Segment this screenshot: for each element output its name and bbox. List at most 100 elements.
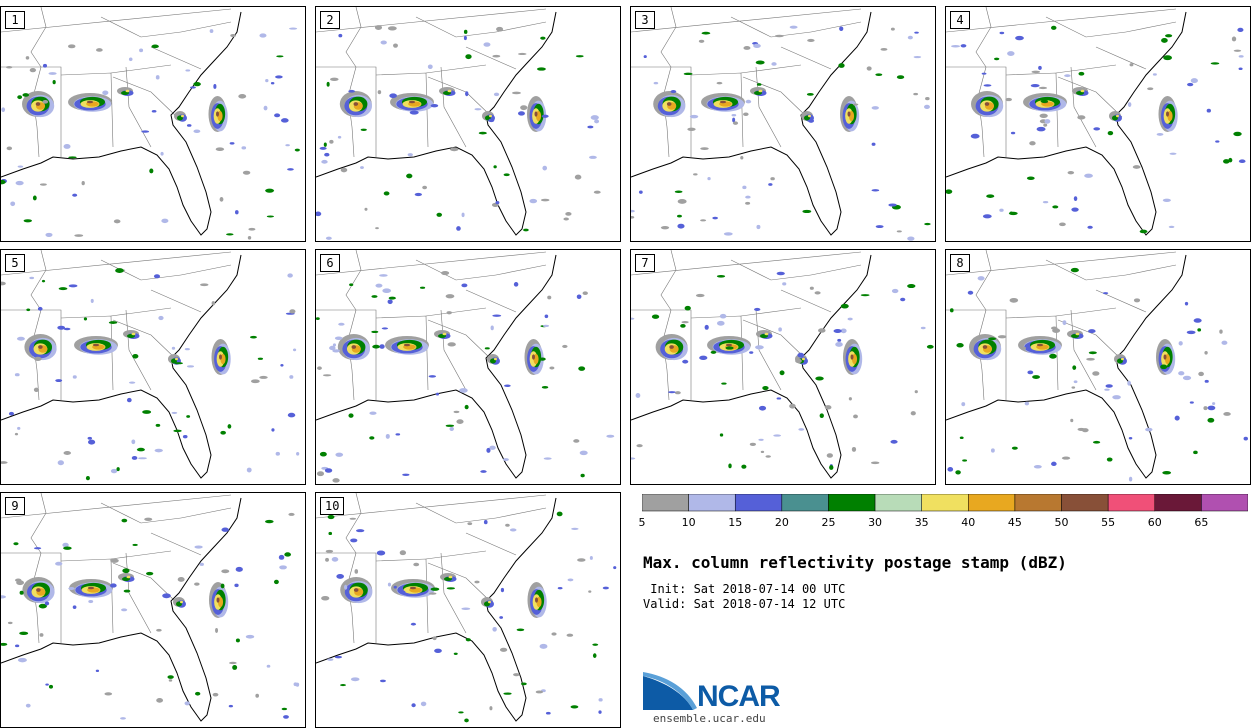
scattered-echo xyxy=(838,63,845,68)
scattered-echo xyxy=(325,557,329,562)
storm-echo xyxy=(1163,354,1167,360)
scattered-echo xyxy=(1026,176,1035,180)
scattered-echo xyxy=(446,311,452,315)
scattered-echo xyxy=(1193,318,1202,323)
scattered-echo xyxy=(488,118,495,123)
state-border xyxy=(100,16,182,38)
storm-field xyxy=(631,271,934,470)
scattered-echo xyxy=(1070,267,1079,273)
colorbar-segment xyxy=(1154,494,1202,512)
state-border xyxy=(180,507,232,519)
scattered-echo xyxy=(635,393,641,398)
state-border xyxy=(975,7,992,158)
scattered-echo xyxy=(317,366,322,370)
scattered-echo xyxy=(456,226,461,231)
scattered-echo xyxy=(42,99,49,104)
scattered-echo xyxy=(680,323,686,328)
scattered-echo xyxy=(215,627,219,633)
storm-echo xyxy=(847,111,851,117)
scattered-echo xyxy=(484,347,490,350)
scattered-echo xyxy=(1061,456,1071,460)
scattered-echo xyxy=(851,446,857,452)
scattered-echo xyxy=(186,124,192,127)
scattered-echo xyxy=(740,155,744,160)
scattered-echo xyxy=(951,44,961,48)
state-border xyxy=(1,309,62,400)
scattered-echo xyxy=(924,104,930,109)
storm-echo xyxy=(86,100,94,104)
reflectivity-map xyxy=(631,250,934,479)
scattered-echo xyxy=(946,189,953,194)
scattered-echo xyxy=(1156,133,1164,136)
scattered-echo xyxy=(970,133,980,139)
scattered-echo xyxy=(284,552,292,557)
scattered-echo xyxy=(1092,440,1101,444)
scattered-echo xyxy=(571,527,579,530)
storm-echo xyxy=(175,357,178,361)
scattered-echo xyxy=(643,55,647,59)
scattered-echo xyxy=(562,344,568,349)
scattered-echo xyxy=(387,582,391,587)
scattered-echo xyxy=(1077,427,1086,431)
scattered-echo xyxy=(15,180,24,186)
postage-stamp-panel: 10 xyxy=(315,492,621,728)
scattered-echo xyxy=(332,478,340,483)
scattered-echo xyxy=(1238,67,1243,71)
reflectivity-map xyxy=(946,7,1246,236)
scattered-echo xyxy=(171,346,176,350)
scattered-echo xyxy=(283,715,289,719)
scattered-echo xyxy=(544,314,549,319)
scattered-echo xyxy=(128,381,136,384)
scattered-echo xyxy=(334,336,343,340)
scattered-echo xyxy=(13,542,19,546)
state-border xyxy=(415,16,497,38)
scattered-echo xyxy=(248,227,256,231)
postage-stamp-panel: 4 xyxy=(945,6,1251,242)
scattered-echo xyxy=(653,81,659,85)
scattered-echo xyxy=(677,199,687,204)
scattered-echo xyxy=(753,43,761,49)
scattered-echo xyxy=(235,638,240,643)
scattered-echo xyxy=(495,201,500,205)
scattered-echo xyxy=(116,467,120,472)
state-border xyxy=(730,259,812,281)
scattered-echo xyxy=(500,587,505,593)
scattered-echo xyxy=(41,279,46,283)
scattered-echo xyxy=(592,653,597,658)
scattered-echo xyxy=(1112,395,1121,400)
scattered-echo xyxy=(814,291,821,295)
scattered-echo xyxy=(194,545,203,549)
scattered-echo xyxy=(493,92,500,97)
scattered-echo xyxy=(1038,65,1042,70)
state-border xyxy=(150,289,202,313)
scattered-echo xyxy=(981,72,987,75)
scattered-echo xyxy=(285,144,290,147)
scattered-echo xyxy=(275,451,280,456)
scattered-echo xyxy=(146,571,154,576)
scattered-echo xyxy=(489,706,493,711)
scattered-echo xyxy=(798,428,805,431)
logo-wordmark: NCAR xyxy=(697,680,781,713)
scattered-echo xyxy=(1237,27,1244,33)
reflectivity-map xyxy=(631,7,931,241)
scattered-echo xyxy=(573,439,580,443)
scattered-echo xyxy=(465,54,472,60)
scattered-echo xyxy=(173,429,182,433)
scattered-echo xyxy=(693,173,698,176)
scattered-echo xyxy=(316,317,320,321)
scattered-echo xyxy=(1182,375,1192,381)
scattered-echo xyxy=(896,75,905,80)
storm-field xyxy=(631,25,931,241)
scattered-echo xyxy=(959,436,964,440)
scattered-echo xyxy=(1071,386,1076,389)
scattered-echo xyxy=(745,99,752,104)
scattered-echo xyxy=(72,375,77,379)
state-border xyxy=(810,264,862,276)
scattered-echo xyxy=(565,212,572,216)
scattered-echo xyxy=(926,344,934,349)
state-border xyxy=(1045,16,1127,38)
scattered-echo xyxy=(1024,401,1030,406)
scattered-echo xyxy=(651,314,660,319)
scattered-echo xyxy=(1139,229,1148,234)
scattered-echo xyxy=(193,129,201,133)
